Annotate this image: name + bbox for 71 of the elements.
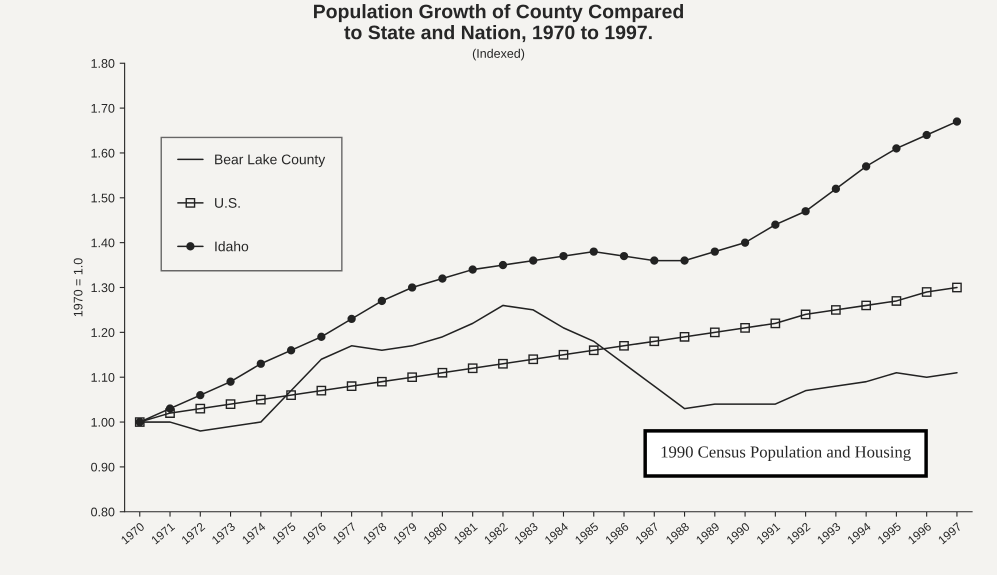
- point: [286, 346, 296, 354]
- point: [286, 390, 296, 400]
- point: [861, 300, 872, 310]
- point: [498, 358, 508, 369]
- point: [801, 207, 810, 216]
- point: [316, 386, 326, 396]
- chart-title: Population Growth of County Compared to State and Nation, 1970 to 1997.: [314, 4, 684, 42]
- y-axis-title: 1970 = 1.0: [74, 258, 83, 316]
- point: [588, 345, 599, 356]
- point: [438, 274, 447, 283]
- point: [529, 256, 538, 265]
- point: [347, 314, 356, 324]
- point: [952, 117, 962, 126]
- point: [740, 323, 750, 333]
- chart-subtitle: (Indexed): [472, 48, 524, 60]
- y-tick-label: 0.90: [91, 462, 114, 472]
- point: [528, 354, 538, 364]
- y-tick-label: 1.70: [92, 104, 114, 113]
- legend-label: U.S.: [215, 198, 240, 208]
- point: [377, 376, 387, 387]
- point: [770, 318, 780, 328]
- point: [650, 256, 658, 265]
- y-tick-label: 1.00: [92, 418, 114, 427]
- point: [317, 332, 326, 341]
- y-tick-label: 1.60: [92, 148, 114, 158]
- point: [558, 350, 568, 360]
- point: [620, 252, 628, 260]
- point: [892, 144, 901, 153]
- y-tick-label: 1.40: [92, 238, 114, 248]
- point: [862, 162, 870, 171]
- point: [680, 332, 690, 342]
- point: [831, 305, 841, 315]
- point: [226, 399, 236, 409]
- point: [378, 296, 386, 306]
- point: [892, 296, 902, 306]
- point: [710, 327, 720, 338]
- y-tick-label: 1.50: [92, 194, 114, 202]
- y-tick-label: 1.10: [92, 373, 114, 382]
- point: [408, 283, 416, 292]
- point: [800, 310, 810, 320]
- point: [590, 247, 598, 256]
- y-tick-label: 0.80: [91, 508, 114, 516]
- y-tick-label: 1.20: [92, 328, 114, 337]
- point: [740, 238, 750, 247]
- point: [256, 394, 266, 404]
- annotation: 1990 Census Population and Housing: [662, 446, 911, 462]
- point: [346, 381, 356, 392]
- point: [922, 287, 932, 297]
- point: [438, 368, 448, 378]
- y-tick-label: 1.80: [92, 59, 114, 68]
- point: [498, 260, 508, 270]
- point: [226, 378, 235, 386]
- point: [680, 256, 689, 265]
- point: [952, 282, 962, 292]
- point: [922, 130, 931, 140]
- point: [649, 336, 660, 346]
- point: [619, 340, 629, 351]
- point: [468, 265, 477, 274]
- legend-label: Idaho: [215, 241, 248, 252]
- point: [195, 404, 206, 414]
- point: [832, 184, 840, 193]
- point: [468, 363, 478, 374]
- point: [559, 252, 568, 260]
- point: [771, 220, 780, 229]
- y-tick-label: 1.30: [92, 283, 114, 292]
- point: [196, 390, 204, 400]
- point: [256, 360, 265, 368]
- point: [407, 372, 418, 382]
- point: [165, 408, 175, 418]
- point: [710, 247, 719, 256]
- legend-label: Bear Lake County: [215, 154, 326, 168]
